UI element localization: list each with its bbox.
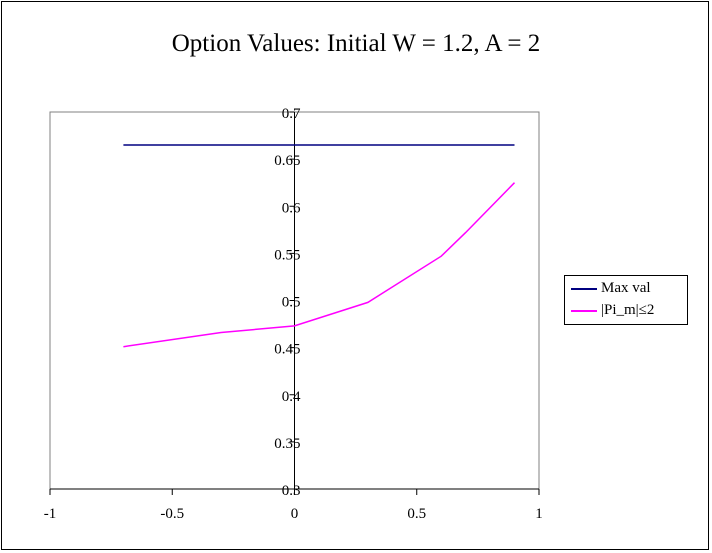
x-tick-label: 0 xyxy=(291,506,299,522)
legend: Max val |Pi_m|≤2 xyxy=(564,275,688,325)
y-tick-label: 0.65 xyxy=(274,153,300,169)
y-tick-label: 0.35 xyxy=(274,436,300,452)
x-tick-label: -0.5 xyxy=(160,506,184,522)
y-tick-label: 0.7 xyxy=(282,106,301,122)
legend-label-max-val: Max val xyxy=(601,280,651,296)
legend-item-max-val: Max val xyxy=(565,278,687,300)
legend-swatch-max-val xyxy=(571,288,597,290)
y-tick-label: 0.55 xyxy=(274,247,300,263)
y-tick-label: 0.3 xyxy=(282,483,301,499)
legend-label-pi-m: |Pi_m|≤2 xyxy=(601,302,655,318)
chart-title: Option Values: Initial W = 1.2, A = 2 xyxy=(171,30,541,57)
y-tick-label: 0.6 xyxy=(282,200,301,216)
legend-item-pi-m: |Pi_m|≤2 xyxy=(565,300,687,322)
y-tick-label: 0.45 xyxy=(274,342,300,358)
x-tick-label: -1 xyxy=(44,506,57,522)
y-tick-label: 0.5 xyxy=(282,295,301,311)
x-tick-label: 1 xyxy=(535,506,543,522)
legend-swatch-pi-m xyxy=(571,310,597,312)
y-tick-label: 0.4 xyxy=(282,389,301,405)
series-line-1 xyxy=(123,182,516,348)
x-tick-label: 0.5 xyxy=(407,506,426,522)
